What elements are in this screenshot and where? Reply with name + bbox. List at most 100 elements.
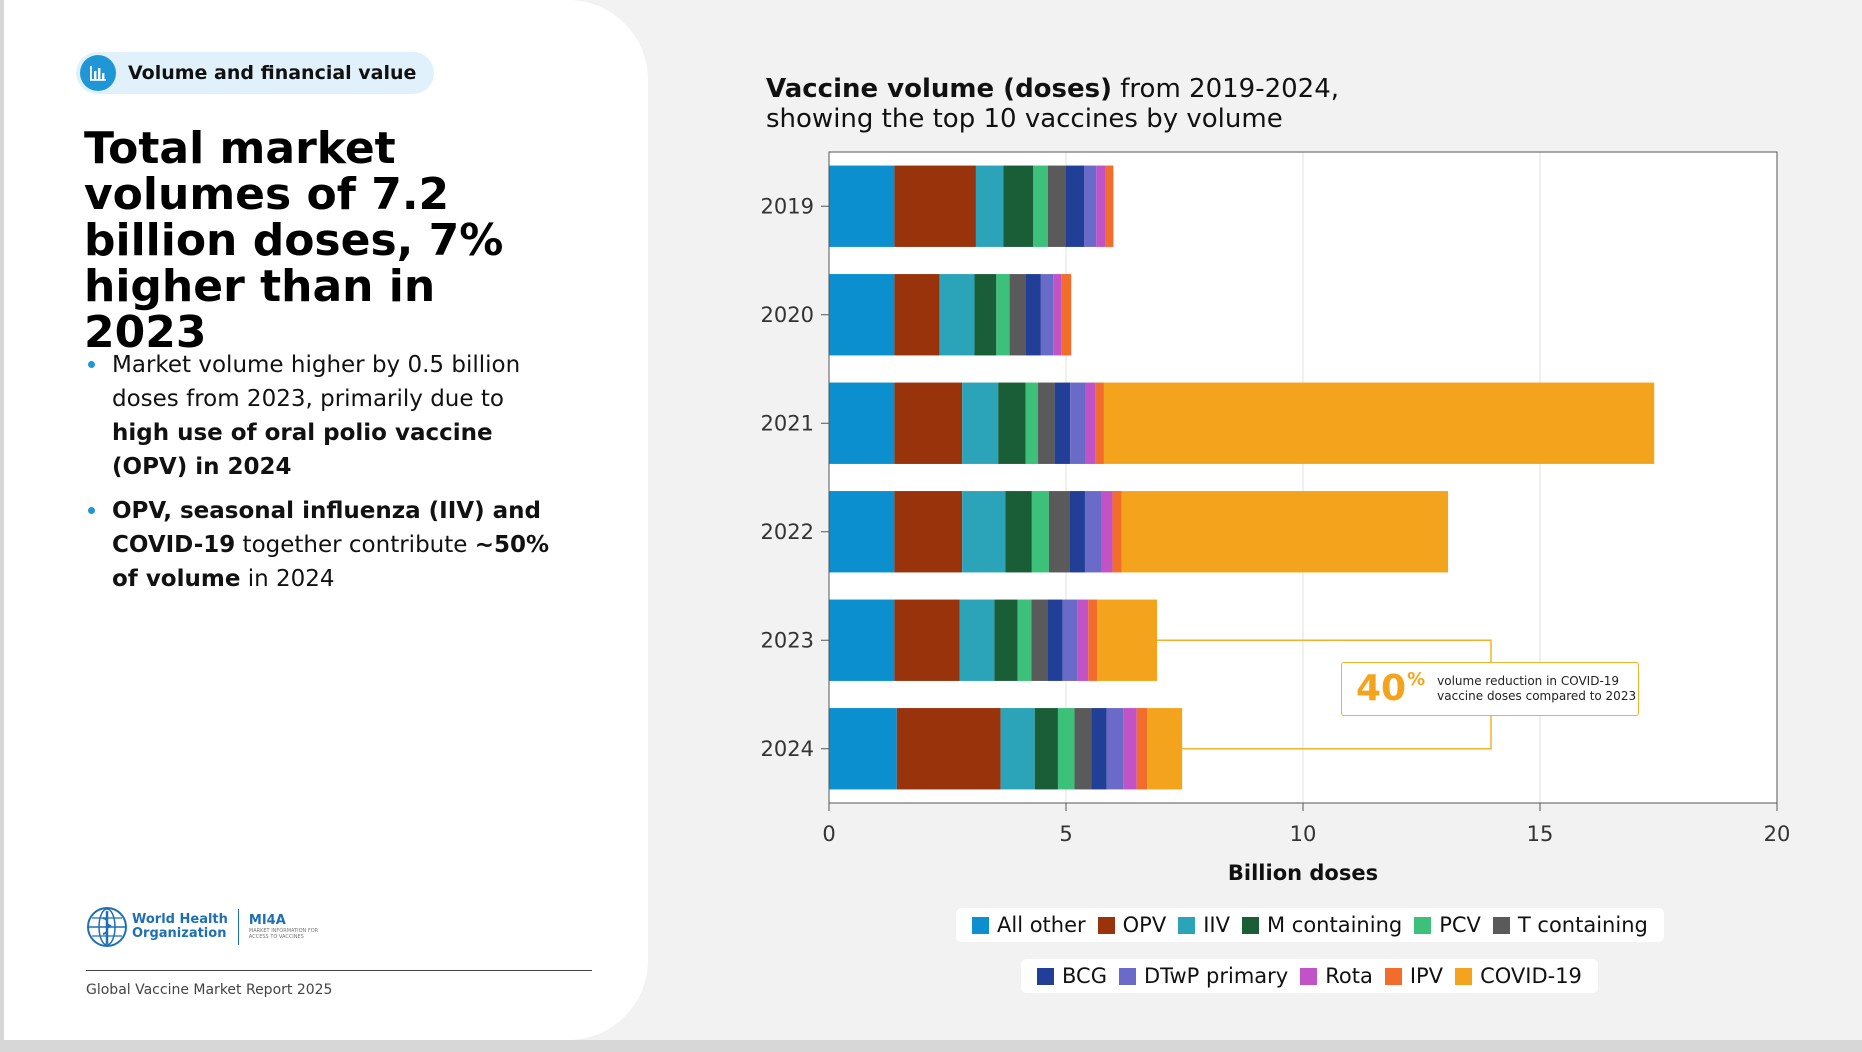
legend-label: OPV [1122, 913, 1167, 937]
bar-segment-opv-2022 [894, 491, 963, 573]
bar-segment-opv-2023 [894, 599, 960, 681]
bar-segment-ipv-2020 [1061, 274, 1072, 356]
bar-segment-bcg-2019 [1066, 165, 1085, 247]
bar-segment-rota-2023 [1077, 599, 1089, 681]
covid-reduction-callout: 40% volume reduction in COVID-19 vaccine… [1341, 662, 1639, 716]
bar-segment-bcg-2023 [1047, 599, 1063, 681]
bar-segment-covid-19-2021 [1103, 382, 1655, 464]
bar-segment-all-other-2022 [829, 491, 895, 573]
bar-segment-opv-2021 [894, 382, 963, 464]
bar-segment-m-containing-2019 [1003, 165, 1034, 247]
legend-swatch [1118, 967, 1136, 985]
legend-item-pcv: PCV [1414, 913, 1481, 937]
bar-segment-m-containing-2023 [994, 599, 1018, 681]
bar-segment-ipv-2023 [1088, 599, 1098, 681]
bar-segment-iiv-2021 [962, 382, 999, 464]
bar-segment-t-containing-2021 [1038, 382, 1055, 464]
legend-label: COVID-19 [1480, 964, 1582, 988]
bar-segment-pcv-2020 [996, 274, 1010, 356]
x-tick-label: 15 [1527, 822, 1554, 846]
bar-segment-covid-19-2022 [1121, 491, 1449, 573]
chart-title: Vaccine volume (doses) from 2019-2024, s… [766, 74, 1340, 134]
bar-segment-rota-2019 [1096, 165, 1106, 247]
y-tick-label: 2023 [761, 628, 814, 652]
bar-segment-pcv-2023 [1017, 599, 1032, 681]
logo-divider [237, 909, 239, 945]
legend-item-t-containing: T containing [1492, 913, 1648, 937]
bar-segment-m-containing-2024 [1034, 708, 1058, 790]
bar-segment-dtwp-primary-2024 [1106, 708, 1124, 790]
legend-swatch [1300, 967, 1318, 985]
legend-label: All other [997, 913, 1086, 937]
bar-segment-pcv-2021 [1025, 382, 1039, 464]
bar-segment-ipv-2019 [1105, 165, 1114, 247]
bar-segment-bcg-2021 [1054, 382, 1071, 464]
key-point: OPV, seasonal influenza (IIV) and COVID-… [84, 494, 564, 596]
bar-segment-m-containing-2022 [1005, 491, 1032, 573]
x-axis-label: Billion doses [1228, 861, 1378, 885]
legend-swatch [1414, 916, 1432, 934]
bar-segment-covid-19-2024 [1147, 708, 1183, 790]
logo-strip: World Health Organization MI4A MARKET IN… [86, 906, 319, 948]
bar-segment-all-other-2019 [829, 165, 895, 247]
bar-segment-opv-2019 [894, 165, 976, 247]
who-logo-text: World Health Organization [132, 912, 228, 941]
y-tick-label: 2019 [761, 194, 814, 218]
key-point-text: in 2024 [240, 566, 335, 592]
legend-label: DTwP primary [1143, 964, 1289, 988]
mi4a-logo: MI4A MARKET INFORMATION FOR ACCESS TO VA… [248, 913, 319, 941]
bar-segment-bcg-2022 [1069, 491, 1085, 573]
legend-swatch [1241, 916, 1259, 934]
bar-segment-dtwp-primary-2023 [1062, 599, 1078, 681]
section-badge: Volume and financial value [76, 52, 435, 94]
bar-segment-all-other-2020 [829, 274, 895, 356]
key-point-emphasis: ~50% of volume [112, 532, 550, 592]
legend-label: IPV [1409, 964, 1444, 988]
bar-segment-covid-19-2023 [1097, 599, 1158, 681]
legend-label: PCV [1439, 913, 1481, 937]
key-point-text: together contribute [235, 532, 475, 558]
bar-segment-ipv-2022 [1112, 491, 1122, 573]
bar-segment-all-other-2023 [829, 599, 895, 681]
bar-segment-rota-2020 [1053, 274, 1062, 356]
bar-segment-opv-2024 [896, 708, 1001, 790]
key-points-list: Market volume higher by 0.5 billion dose… [84, 348, 564, 606]
bar-segment-dtwp-primary-2022 [1084, 491, 1102, 573]
bar-segment-dtwp-primary-2021 [1070, 382, 1086, 464]
callout-text: volume reduction in COVID-19 vaccine dos… [1437, 674, 1637, 703]
y-tick-label: 2021 [761, 411, 814, 435]
legend-item-all-other: All other [972, 913, 1086, 937]
callout-number: 40% [1356, 668, 1426, 709]
legend-label: BCG [1062, 964, 1107, 988]
bar-segment-t-containing-2020 [1009, 274, 1026, 356]
chart-legend-row: All other OPV IIV M containing PCV T containi… [956, 908, 1664, 942]
bar-segment-all-other-2021 [829, 382, 895, 464]
legend-swatch [1455, 967, 1473, 985]
legend-swatch [972, 916, 989, 934]
bar-segment-m-containing-2021 [998, 382, 1026, 464]
legend-label: IIV [1203, 913, 1230, 937]
legend-item-iiv: IIV [1178, 913, 1230, 937]
key-point: Market volume higher by 0.5 billion dose… [84, 348, 564, 484]
key-point-text: Market volume higher by 0.5 billion dose… [112, 352, 521, 412]
legend-label: T containing [1517, 913, 1648, 937]
legend-item-bcg: BCG [1037, 964, 1107, 988]
x-tick-label: 20 [1764, 822, 1791, 846]
bar-segment-bcg-2024 [1091, 708, 1107, 790]
bar-segment-bcg-2020 [1025, 274, 1041, 356]
bar-segment-iiv-2022 [962, 491, 1006, 573]
bar-segment-pcv-2019 [1033, 165, 1048, 247]
chart-legend-row: BCG DTwP primary Rota IPV COVID-19 [1021, 959, 1598, 993]
bar-segment-opv-2020 [894, 274, 940, 356]
legend-label: M containing [1266, 913, 1403, 937]
footer-source: Global Vaccine Market Report 2025 [86, 982, 333, 998]
legend-swatch [1492, 916, 1510, 934]
x-tick-label: 0 [822, 822, 835, 846]
legend-swatch [1037, 967, 1054, 985]
bar-segment-iiv-2024 [1000, 708, 1035, 790]
legend-item-rota: Rota [1300, 964, 1373, 988]
bar-segment-ipv-2021 [1095, 382, 1104, 464]
bar-segment-m-containing-2020 [974, 274, 997, 356]
